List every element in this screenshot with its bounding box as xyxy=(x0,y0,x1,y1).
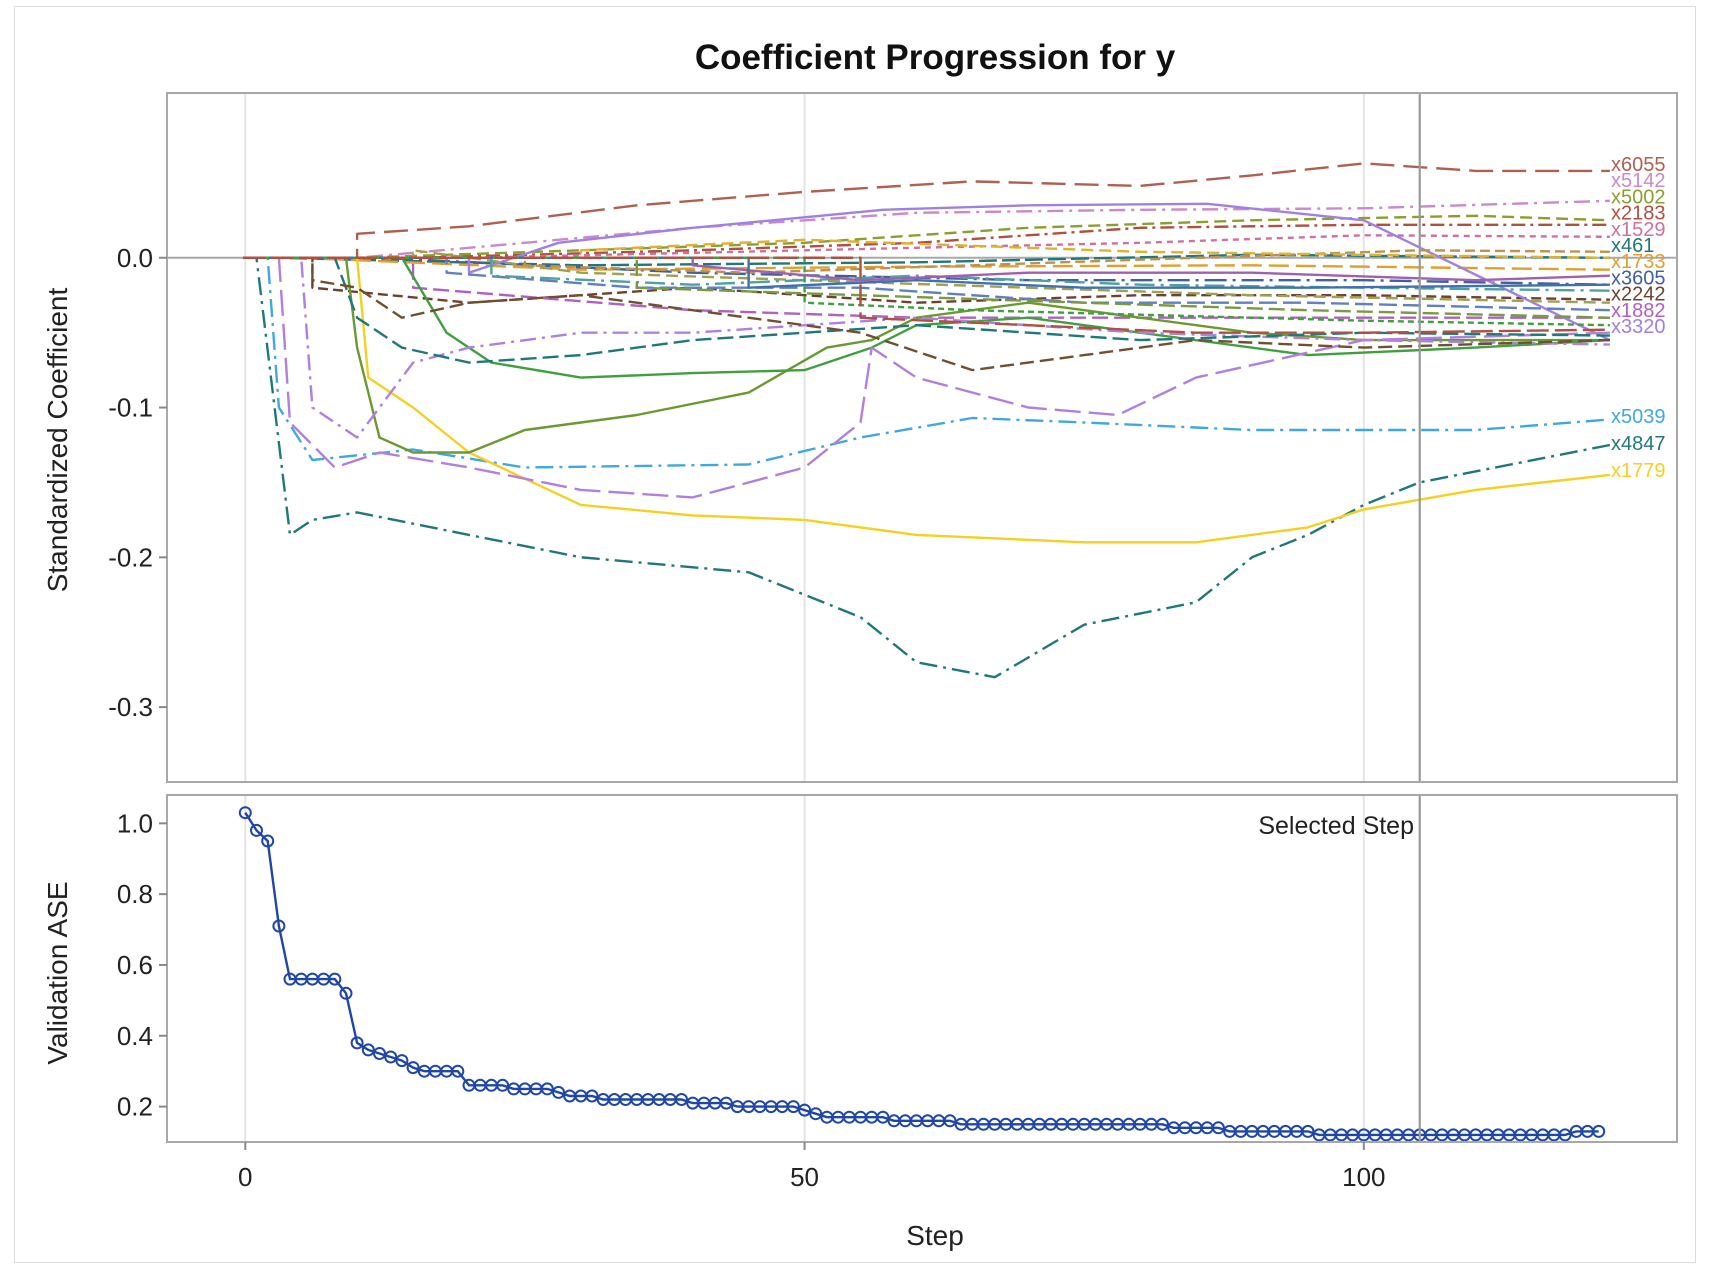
x-tick-label: 0 xyxy=(238,1162,252,1192)
plot-layer: x6055x5142x5002x2183x1529x461x1733x3605x… xyxy=(108,92,1678,1192)
validation-ase-marker xyxy=(786,1100,800,1114)
validation-series-group xyxy=(238,806,1606,1142)
validation-ase-marker xyxy=(328,972,342,986)
validation-ase-marker xyxy=(238,806,252,820)
coefficient-panel-border xyxy=(166,92,1678,783)
validation-ase-marker xyxy=(585,1089,599,1103)
validation-panel-ylabel: Validation ASE xyxy=(42,881,73,1064)
chart-title: Coefficient Progression for y xyxy=(695,38,1176,77)
series-end-label: x461 xyxy=(1611,235,1654,257)
x-axis-label: Step xyxy=(906,1220,964,1251)
validation-ase-marker xyxy=(395,1054,409,1068)
coefficient-line xyxy=(243,214,1610,259)
coefficient-line xyxy=(243,202,1611,342)
x-tick-label: 100 xyxy=(1342,1162,1385,1192)
validation-ase-marker xyxy=(261,834,275,848)
validation-ase-marker xyxy=(1592,1124,1606,1138)
coefficient-panel-ylabel: Standardized Coefficient xyxy=(42,288,73,593)
validation-ase-marker xyxy=(809,1107,823,1121)
series-end-label: x1529 xyxy=(1611,219,1666,241)
validation-ase-line xyxy=(244,812,1599,1137)
validation-ase-marker xyxy=(1156,1117,1169,1131)
coefficient-line xyxy=(243,256,1610,454)
coefficient-line xyxy=(243,256,1610,439)
coefficient-series-group xyxy=(243,162,1611,679)
validation-ytick-label: 0.2 xyxy=(117,1092,153,1122)
validation-ase-marker xyxy=(496,1078,510,1092)
validation-ase-marker xyxy=(384,1050,398,1064)
series-end-label: x2242 xyxy=(1611,284,1666,306)
coefficient-line xyxy=(243,256,1610,282)
validation-ytick-label: 1.0 xyxy=(117,808,153,838)
series-end-label: x5039 xyxy=(1611,406,1666,428)
series-end-label: x6055 xyxy=(1611,154,1666,176)
validation-ytick-label: 0.4 xyxy=(117,1021,153,1051)
validation-ase-marker xyxy=(675,1093,688,1106)
validation-ase-marker xyxy=(1301,1124,1315,1138)
coefficient-line xyxy=(243,238,1610,259)
coefficient-line xyxy=(243,249,1610,274)
validation-ase-marker xyxy=(339,986,353,1000)
coefficient-line xyxy=(243,256,1611,544)
coefficient-line xyxy=(243,162,1610,259)
validation-ase-marker xyxy=(451,1064,465,1078)
validation-ase-marker xyxy=(1211,1121,1225,1135)
validation-panel-border xyxy=(166,794,1678,1143)
coefficient-line xyxy=(243,256,1610,319)
coefficient-line xyxy=(243,256,1611,679)
validation-ytick-label: 0.6 xyxy=(117,950,153,980)
series-end-label: x1779 xyxy=(1611,460,1666,482)
coefficient-progression-chart: Coefficient Progression for y Standardiz… xyxy=(42,38,1678,1251)
coefficient-line xyxy=(243,256,1610,372)
selected-step-label: Selected Step xyxy=(1258,812,1414,840)
coefficient-line xyxy=(243,249,1610,304)
coefficient-line xyxy=(243,199,1610,259)
coefficient-line xyxy=(243,256,1610,334)
coefficient-line xyxy=(243,256,1610,469)
coefficient-line xyxy=(243,256,1610,379)
series-end-label: x1882 xyxy=(1611,300,1666,322)
validation-ase-marker xyxy=(552,1085,565,1099)
series-end-label: x5002 xyxy=(1611,186,1666,208)
validation-ase-marker xyxy=(943,1114,957,1128)
validation-ase-marker xyxy=(719,1096,733,1110)
series-end-label: x2183 xyxy=(1611,203,1666,225)
validation-ase-marker xyxy=(272,919,286,933)
validation-ase-marker xyxy=(1558,1128,1572,1142)
coefficient-ytick-label: -0.3 xyxy=(108,692,153,722)
validation-ase-marker xyxy=(540,1082,554,1096)
validation-ase-marker xyxy=(798,1103,812,1117)
validation-ase-marker xyxy=(876,1110,890,1124)
series-end-label: x3320 xyxy=(1611,316,1666,338)
series-end-label: x1733 xyxy=(1611,251,1666,273)
coefficient-ytick-label: 0.0 xyxy=(117,243,153,273)
coefficient-line xyxy=(243,256,1610,364)
chart-frame: Coefficient Progression for y Standardiz… xyxy=(14,6,1696,1263)
validation-ase-marker xyxy=(250,823,263,837)
validation-ase-marker xyxy=(406,1061,420,1075)
x-tick-label: 50 xyxy=(790,1162,819,1192)
series-end-label: x5142 xyxy=(1611,170,1666,192)
validation-ytick-label: 0.8 xyxy=(117,879,153,909)
series-end-label: x4847 xyxy=(1611,433,1666,455)
series-end-label: x3605 xyxy=(1611,267,1666,289)
coefficient-ytick-label: -0.1 xyxy=(108,393,153,423)
validation-ase-marker xyxy=(373,1047,386,1060)
validation-ase-marker xyxy=(361,1043,375,1057)
coefficient-line xyxy=(243,256,1610,499)
validation-ase-marker xyxy=(350,1036,364,1050)
coefficient-ytick-label: -0.2 xyxy=(108,542,153,572)
